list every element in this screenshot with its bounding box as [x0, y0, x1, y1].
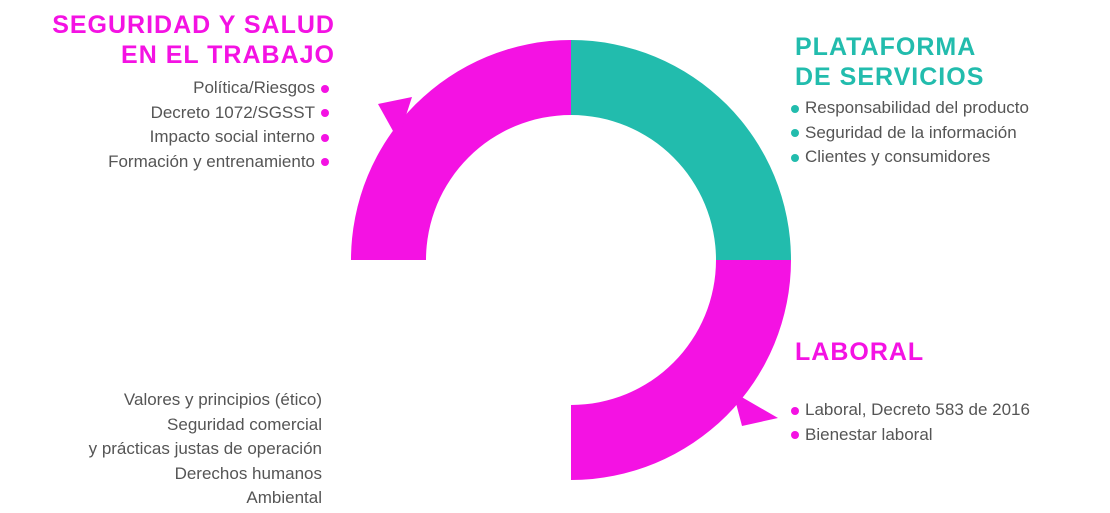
list-item: Seguridad comercial — [167, 413, 322, 438]
arrow — [733, 392, 778, 426]
section-title: SEGURIDAD Y SALUD — [52, 10, 335, 40]
bullet — [321, 84, 329, 93]
bullet — [791, 431, 799, 440]
label: y prácticas justas de operación — [88, 439, 322, 458]
arrow — [378, 97, 412, 140]
list-item: Formación y entrenamiento — [108, 150, 335, 175]
ring-segment — [571, 260, 791, 480]
bullet — [791, 153, 799, 162]
label: Seguridad comercial — [167, 414, 322, 434]
label: Derechos humanos — [174, 463, 322, 483]
bullet — [321, 158, 329, 167]
label: Bienestar laboral — [805, 424, 933, 444]
label: LABORAL — [795, 338, 925, 366]
label: Responsabilidad del producto — [805, 98, 1029, 117]
list-item: Valores y principios (ético) — [124, 388, 322, 413]
list-item: Bienestar laboral — [791, 423, 933, 448]
list-item: Seguridad de la información — [791, 121, 1017, 146]
label: SEGURIDAD Y SALUD — [52, 11, 335, 39]
section-title: LABORAL — [795, 337, 924, 367]
list-item: Derechos humanos — [175, 462, 322, 487]
label: PLATAFORMA — [795, 33, 977, 61]
label: Impacto social interno — [149, 127, 315, 146]
list-item: Impacto social interno — [150, 125, 335, 150]
label: DE SERVICIOS — [795, 63, 985, 91]
section-title: DE SERVICIOS — [795, 62, 984, 92]
list-item: Responsabilidad del producto — [791, 96, 1029, 121]
label: EN EL TRABAJO — [121, 41, 335, 69]
list-item: Política/Riesgos — [193, 76, 335, 101]
list-item: Ambiental — [246, 486, 322, 511]
list-item: Decreto 1072/SGSST — [151, 101, 335, 126]
bullet — [321, 133, 329, 142]
label: Decreto 1072/SGSST — [150, 102, 315, 122]
bullet — [791, 104, 799, 113]
section-title: EN EL TRABAJO — [121, 40, 335, 70]
label: Política/Riesgos — [193, 78, 315, 97]
bullet — [791, 129, 799, 138]
label: Clientes y consumidores — [805, 147, 991, 166]
ring-segment — [571, 40, 791, 260]
label: Seguridad de la información — [805, 122, 1017, 142]
section-title: PLATAFORMA — [795, 32, 976, 62]
list-item: y prácticas justas de operación — [89, 437, 322, 462]
list-item: Clientes y consumidores — [791, 145, 990, 170]
label: Laboral, Decreto 583 de 2016 — [805, 400, 1030, 419]
bullet — [791, 406, 799, 415]
list-item: Laboral, Decreto 583 de 2016 — [791, 398, 1030, 423]
label: Valores y principios (ético) — [123, 390, 322, 409]
label: Ambiental — [246, 488, 322, 507]
ring-segment — [351, 40, 571, 260]
bullet — [321, 109, 329, 118]
label: Formación y entrenamiento — [108, 151, 315, 171]
